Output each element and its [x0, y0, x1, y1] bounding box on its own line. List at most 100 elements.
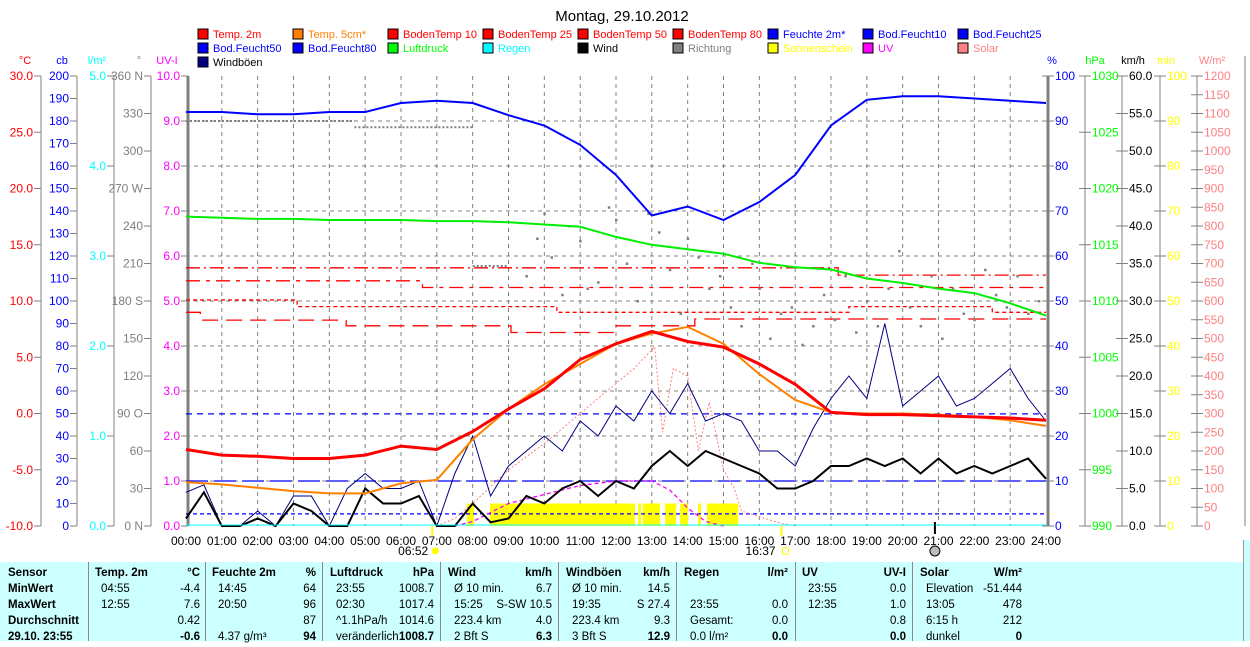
axis-tick-label: 90	[1055, 114, 1069, 128]
axis-tick-label: 100	[1167, 69, 1187, 83]
cell-time: 4.37 g/m³	[218, 631, 267, 643]
series-richtung-point	[625, 262, 629, 265]
sunshine-bar	[642, 503, 661, 526]
series-richtung-point	[597, 281, 600, 284]
axis-tick-label: 40.0	[1129, 219, 1153, 233]
x-tick-label: 09:00	[493, 534, 523, 548]
legend-item: Richtung	[672, 42, 731, 55]
axis-tick-label: 200	[49, 69, 69, 83]
series-richtung-point	[769, 337, 772, 340]
table-row: 29.10. 23:55 -0.6 4.37 g/m³ 94 veränderlich 1…	[0, 631, 1030, 647]
axis-tick-label: 30.0	[10, 69, 34, 83]
legend-item: Feuchte 2m*	[767, 28, 846, 41]
axis-tick-label: 8.0	[163, 159, 180, 173]
axis-tick-label: 1005	[1092, 350, 1119, 364]
series-bodentemp25	[186, 299, 1046, 313]
series-richtung-point	[930, 275, 933, 278]
legend-item: BodenTemp 10	[387, 28, 477, 41]
header-name: Regen	[684, 567, 720, 579]
axis-tick-label: 60	[130, 444, 144, 458]
cell-time: veränderlich	[336, 631, 399, 643]
legend-swatch	[197, 56, 209, 68]
axis-tick-label: 55.0	[1129, 107, 1153, 121]
cell-time: Gesamt:	[690, 615, 734, 627]
axis-tick-label: 20.0	[1129, 369, 1153, 383]
axis-unit-label: cb	[56, 55, 68, 67]
x-tick-label: 07:00	[422, 534, 452, 548]
axis-tick-label: 1.0	[163, 474, 180, 488]
sunset-time: 16:37	[746, 544, 776, 558]
axis-tick-label: 80	[56, 339, 70, 353]
axis-tick-label: 5.0	[1129, 482, 1146, 496]
column-separator	[558, 562, 559, 641]
series-richtung-point	[876, 325, 880, 328]
sun-icon	[431, 547, 439, 555]
x-tick-label: 06:00	[386, 534, 416, 548]
series-richtung-point	[751, 262, 754, 265]
axis-tick-label: 240	[123, 219, 143, 233]
axis-tick-label: 25.0	[10, 125, 34, 139]
column-separator	[88, 562, 89, 641]
axis-tick-label: 60	[56, 384, 70, 398]
axis-tick-label: 600	[1204, 294, 1224, 308]
cell-time: 23:55	[808, 583, 837, 595]
legend-label: Bod.Feucht25	[973, 29, 1042, 41]
axis-tick-label: 450	[1204, 350, 1224, 364]
axis-right-1: hPa 1030 1025 1020 1015 1010 1005 1000 995 990	[1079, 55, 1119, 533]
axis-tick-label: 50	[1055, 294, 1069, 308]
header-unit: UV-I	[883, 567, 906, 579]
axis-tick-label: 30	[130, 482, 144, 496]
axis-tick-label: 120	[49, 249, 69, 263]
axis-tick-label: 270 W	[108, 182, 143, 196]
axis-tick-label: 10	[1167, 474, 1181, 488]
axis-tick-label: 5.0	[16, 350, 33, 364]
axis-tick-label: 1100	[1204, 107, 1230, 121]
legend-swatch	[957, 28, 969, 40]
axis-tick-label: 40	[1055, 339, 1069, 353]
sunshine-bar	[466, 503, 475, 526]
x-tick-label: 05:00	[350, 534, 380, 548]
axis-tick-label: 3.0	[163, 384, 180, 398]
legend-swatch	[957, 42, 969, 54]
axis-unit-label: °C	[19, 55, 31, 67]
series-richtung-point	[607, 206, 611, 209]
cell-time: 23:55	[690, 599, 719, 611]
cell-time: 15:25	[454, 599, 483, 611]
cell-value: 4.0	[536, 615, 552, 627]
series-richtung-point	[801, 343, 804, 347]
scrollbar[interactable]	[1243, 540, 1250, 641]
cell-time: 19:35	[572, 599, 601, 611]
x-tick-label: 04:00	[314, 534, 344, 548]
axis-tick-label: 1030	[1092, 69, 1119, 83]
legend-swatch	[672, 42, 684, 54]
axis-tick-label: 40	[1167, 339, 1181, 353]
axis-tick-label: 160	[49, 159, 69, 173]
series-richtung-point	[962, 312, 966, 315]
cell-value: 1008.7	[398, 583, 434, 595]
series-richtung-point	[525, 275, 528, 278]
legend-swatch	[577, 42, 589, 54]
series-richtung-point	[636, 300, 639, 303]
axis-unit-label: min	[1157, 55, 1175, 67]
legend-swatch	[292, 28, 304, 40]
cell-value: 0.0	[772, 631, 788, 643]
axis-tick-label: 250	[1204, 425, 1224, 439]
axis-tick-label: 70	[1167, 204, 1181, 218]
series-richtung-point	[855, 331, 858, 334]
series-richtung-point	[658, 231, 661, 234]
axis-left-3: ° 360 N 330 300 270 W 240 210 180 S 150 120 90 O 60…	[108, 55, 152, 533]
legend-item: BodenTemp 80	[672, 28, 762, 41]
table-row: MinWert 04:55 -4.4 14:45 64 23:55 1008.7 Ø 10 m…	[0, 583, 1030, 599]
axis-tick-label: 30	[56, 452, 70, 466]
x-tick-label: 12:00	[601, 534, 631, 548]
series-richtung-point	[561, 293, 564, 297]
axis-tick-label: 0.0	[1129, 519, 1146, 533]
axis-tick-label: 2.0	[163, 429, 180, 443]
axis-tick-label: 5.0	[89, 69, 106, 83]
axis-tick-label: 140	[49, 204, 69, 218]
cell-value: S-SW 10.5	[496, 599, 552, 611]
cell-value: 64	[303, 583, 316, 595]
cell-time: ^1.1hPa/h	[336, 615, 388, 627]
axis-tick-label: 1025	[1092, 125, 1119, 139]
cell-value: 0.8	[890, 615, 906, 627]
